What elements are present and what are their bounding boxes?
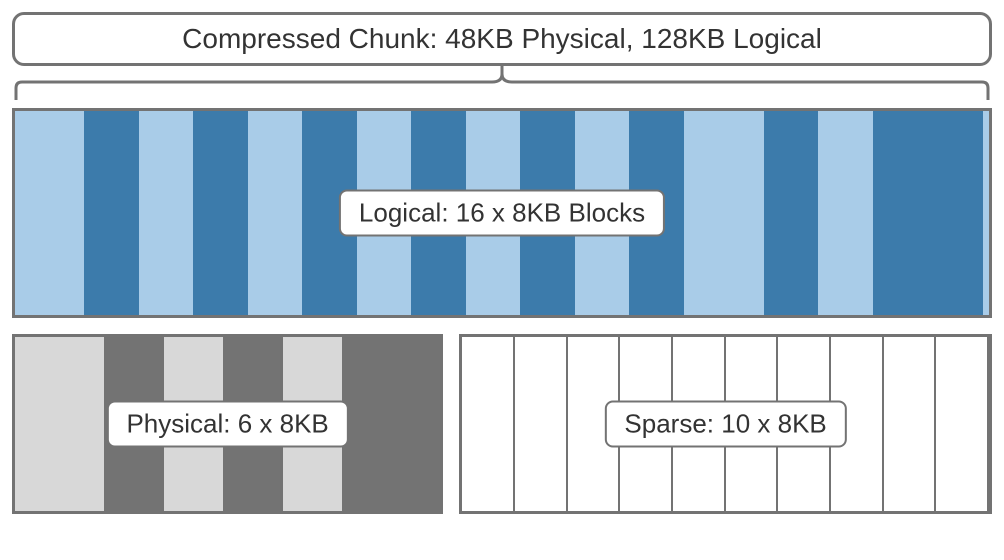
header-box: Compressed Chunk: 48KB Physical, 128KB L… [12, 12, 992, 66]
sparse-blocks-region: Sparse: 10 x 8KB [459, 334, 992, 514]
logical-block [818, 111, 873, 315]
physical-blocks-region: Physical: 6 x 8KB [12, 334, 443, 514]
sparse-block [515, 337, 568, 511]
bottom-row: Physical: 6 x 8KB Sparse: 10 x 8KB [12, 334, 992, 514]
sparse-label: Sparse: 10 x 8KB [604, 401, 846, 448]
logical-blocks-region: Logical: 16 x 8KB Blocks [12, 108, 992, 318]
logical-block [764, 111, 819, 315]
logical-block [139, 111, 194, 315]
logical-block [15, 111, 84, 315]
sparse-block [936, 337, 989, 511]
bracket-connector [12, 66, 992, 102]
sparse-block [884, 337, 937, 511]
logical-block [193, 111, 248, 315]
physical-block [15, 337, 104, 511]
physical-block [342, 337, 440, 511]
header-text: Compressed Chunk: 48KB Physical, 128KB L… [182, 23, 822, 54]
physical-label: Physical: 6 x 8KB [106, 401, 348, 448]
logical-block [873, 111, 983, 315]
logical-block [248, 111, 303, 315]
logical-label: Logical: 16 x 8KB Blocks [339, 190, 665, 237]
logical-block [84, 111, 139, 315]
sparse-block [462, 337, 515, 511]
logical-block [684, 111, 764, 315]
